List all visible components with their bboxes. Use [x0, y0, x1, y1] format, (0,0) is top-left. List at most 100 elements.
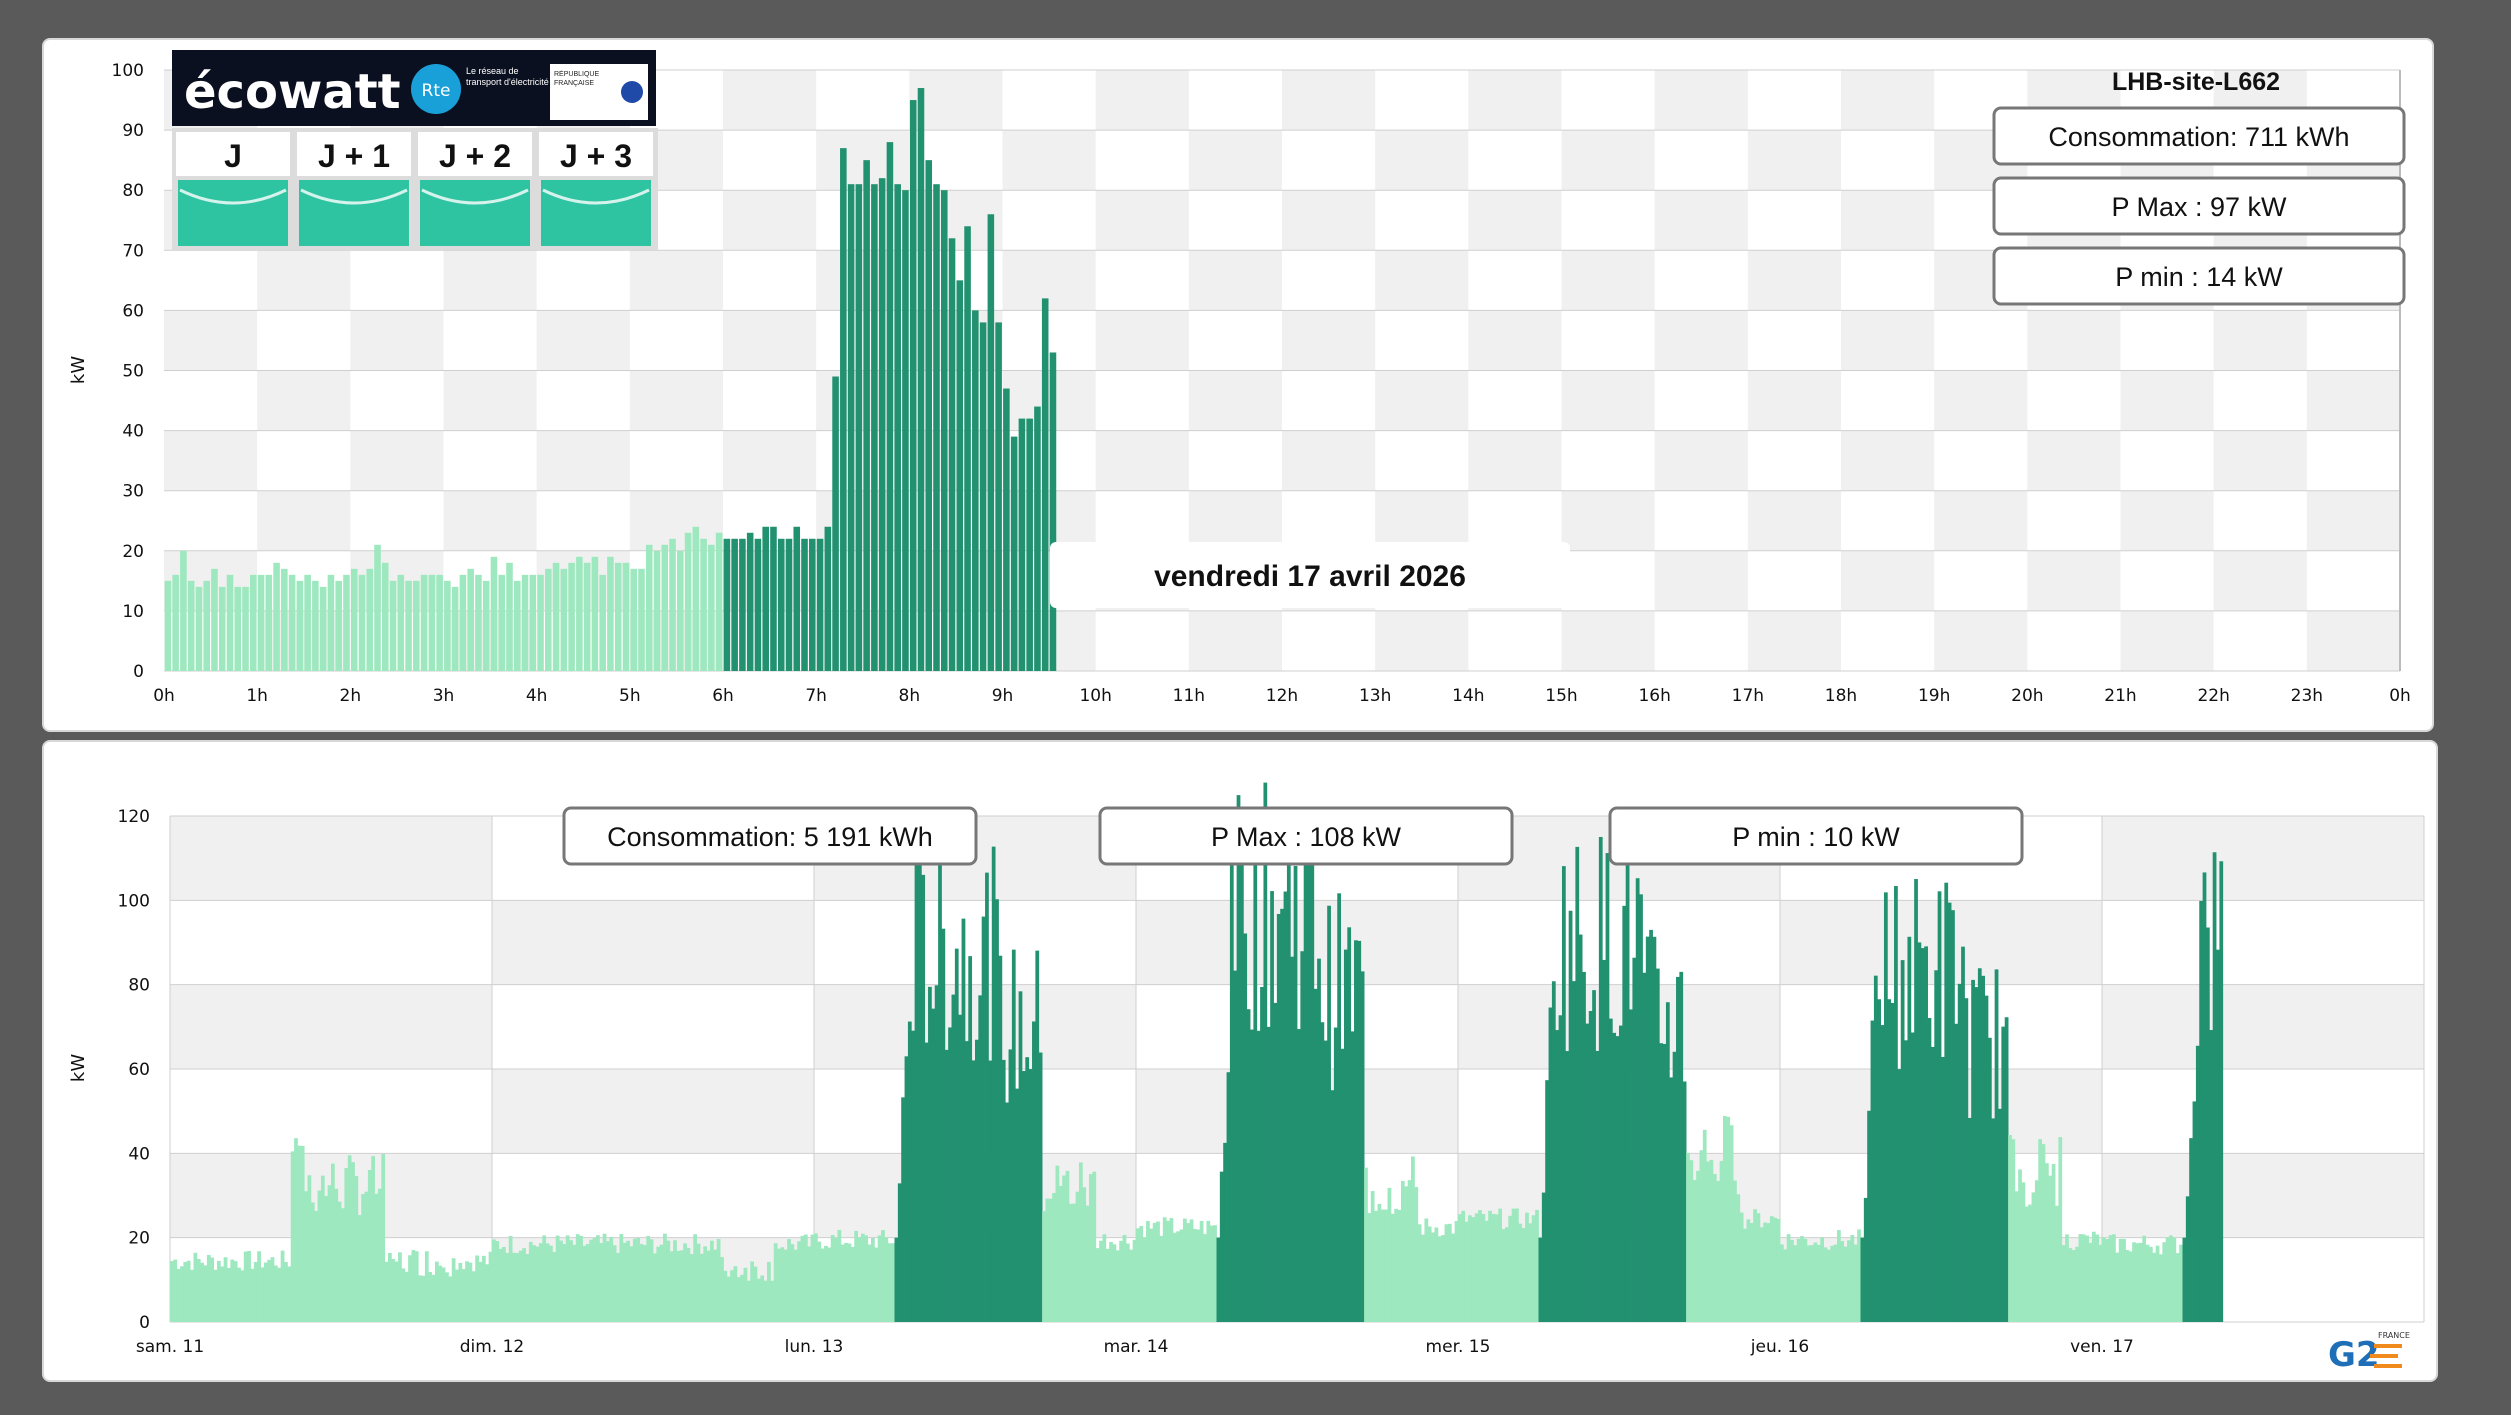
daily-consumption-box: Consommation: 711 kWh [1992, 106, 2406, 166]
bar [1397, 1209, 1402, 1322]
weekly-consumption-box: Consommation: 5 191 kWh [562, 806, 978, 866]
bar [505, 1252, 510, 1322]
bar [398, 1252, 402, 1322]
bar [1260, 986, 1264, 1322]
grid-band [257, 370, 351, 431]
ecowatt-logo: écowatt [184, 64, 401, 120]
x-tick-label: 11h [1173, 686, 1205, 706]
bar [451, 1258, 456, 1322]
bar [2088, 1242, 2093, 1322]
bar [211, 568, 218, 671]
bar [777, 1248, 781, 1322]
grid-band [1095, 70, 1189, 131]
grid-band [2306, 610, 2400, 671]
bar [1354, 940, 1358, 1322]
bar [1592, 990, 1596, 1322]
bar [545, 568, 552, 671]
bar [746, 532, 754, 671]
bar [2068, 1248, 2073, 1322]
bar [874, 1247, 879, 1322]
bar [1233, 970, 1238, 1322]
bar [917, 861, 922, 1322]
bar [1122, 1235, 1127, 1322]
bar [1729, 1125, 1734, 1322]
grid-band [2213, 550, 2307, 611]
bar [2024, 1206, 2029, 1322]
bar [911, 1030, 916, 1322]
bar [1853, 1244, 1858, 1322]
bar [1049, 352, 1057, 671]
bar [1588, 1010, 1593, 1322]
bar [1545, 1080, 1549, 1322]
bar [1944, 882, 1949, 1322]
bar [1753, 1209, 1757, 1322]
grid-band [1188, 490, 1282, 551]
bar [389, 580, 397, 671]
bar [1052, 1192, 1056, 1322]
bar [1639, 894, 1643, 1322]
bar [364, 1191, 369, 1322]
bar [824, 1245, 828, 1322]
bar [562, 1244, 567, 1322]
bar [1998, 1108, 2002, 1322]
bar [1823, 1247, 1828, 1322]
bar [1776, 1218, 1781, 1322]
x-tick-label: 19h [1918, 686, 1950, 706]
bar [257, 1251, 261, 1322]
grid-band [1747, 370, 1841, 431]
bar [2189, 1138, 2193, 1322]
bar [394, 1261, 399, 1322]
bar [985, 872, 989, 1322]
bar [797, 1241, 801, 1322]
bar [569, 1240, 573, 1322]
grid-band [1561, 610, 1655, 671]
bar [2058, 1137, 2063, 1322]
bar [1310, 808, 1315, 1322]
grid-band [1841, 70, 1935, 131]
bar [230, 1259, 235, 1322]
bar [1337, 893, 1342, 1322]
bar [2195, 1045, 2200, 1322]
bar [1709, 1159, 1714, 1322]
grid-band [1841, 190, 1935, 251]
bar [1501, 1229, 1506, 1322]
bar [502, 1246, 506, 1322]
bar [405, 580, 412, 671]
bar [1058, 1185, 1063, 1322]
bar [2055, 1205, 2059, 1322]
bar [2216, 949, 2220, 1322]
bar [2199, 900, 2204, 1322]
bar [679, 1250, 684, 1322]
bar [441, 1267, 446, 1322]
bar [381, 1153, 386, 1322]
bar [310, 1202, 315, 1322]
bar [837, 1229, 842, 1322]
bar [2085, 1235, 2089, 1322]
bar [1719, 1160, 1724, 1322]
bar [1303, 842, 1308, 1322]
grid-band [723, 70, 817, 131]
grid-band [1747, 490, 1841, 551]
bar [492, 1239, 496, 1322]
bar [1722, 1115, 1727, 1322]
bar [1736, 1194, 1741, 1322]
bar [1619, 1025, 1623, 1322]
bar [1166, 1220, 1170, 1322]
ecowatt-day-label: J + 3 [560, 138, 632, 174]
rte-logo [411, 64, 461, 114]
bar [1712, 1174, 1717, 1322]
grid-band [536, 310, 630, 371]
ecowatt-day-tab [418, 132, 532, 176]
x-tick-label: dim. 12 [460, 1337, 525, 1357]
bar [319, 586, 327, 671]
x-tick-label: 5h [619, 686, 641, 706]
date-label-box [1050, 542, 1570, 608]
bar [1803, 1238, 1808, 1322]
bar [1206, 1220, 1211, 1322]
bar [1213, 1225, 1217, 1322]
bar [616, 1252, 620, 1322]
grid-band [629, 490, 723, 551]
bar [591, 556, 599, 671]
bar [820, 1248, 825, 1322]
bar [314, 1210, 318, 1322]
